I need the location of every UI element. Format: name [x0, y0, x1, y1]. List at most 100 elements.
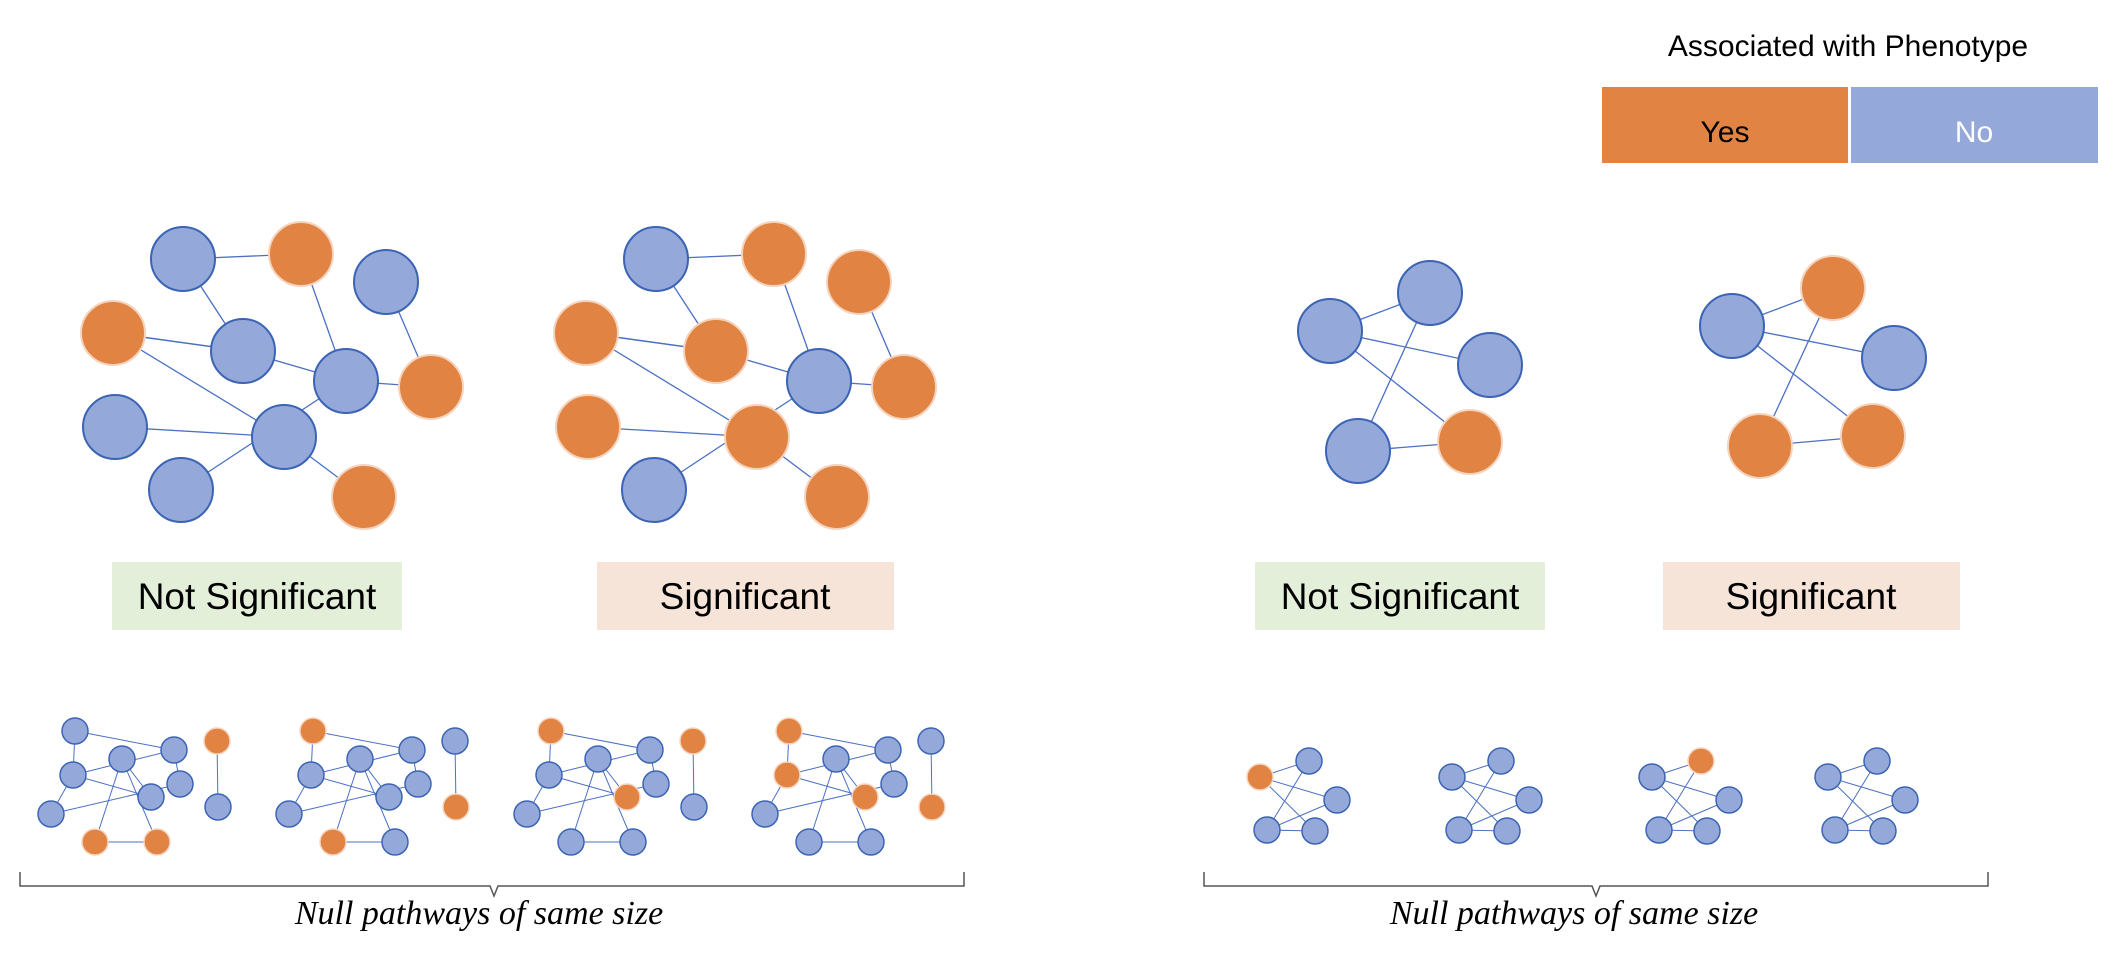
not-significant-box: [112, 562, 402, 630]
bracket-left: [19, 872, 965, 899]
not-associated-node: [880, 770, 908, 798]
associated-node: [918, 793, 946, 821]
not-associated-node: [786, 348, 852, 414]
associated-node: [442, 793, 470, 821]
not-associated-node: [251, 404, 317, 470]
not-associated-node: [535, 761, 563, 789]
significant-text: Significant: [660, 576, 831, 617]
not-associated-node: [1301, 817, 1329, 845]
not-significant-box: [1255, 562, 1545, 630]
legend-yes-swatch: [1602, 87, 1848, 163]
bracket-right: [1203, 872, 1989, 899]
not-associated-node: [1891, 786, 1919, 814]
null-pathways-right: [1246, 747, 1919, 845]
network-right-not-significant: [1297, 260, 1523, 484]
associated-node: [81, 828, 109, 856]
network-edge: [312, 730, 413, 751]
label-left-not-significant: Not Significant: [112, 562, 402, 630]
not-associated-node: [513, 800, 541, 828]
not-associated-node: [1638, 763, 1666, 791]
not-associated-node: [108, 745, 136, 773]
network-right-significant: [1699, 255, 1927, 479]
label-left-significant: Significant: [597, 562, 894, 630]
not-associated-node: [917, 727, 945, 755]
not-associated-node: [398, 736, 426, 764]
significant-box: [1663, 562, 1960, 630]
not-associated-node: [37, 800, 65, 828]
not-associated-node: [751, 800, 779, 828]
not-associated-node: [1325, 418, 1391, 484]
not-associated-node: [795, 828, 823, 856]
associated-node: [80, 300, 146, 366]
not-associated-node: [1863, 747, 1891, 775]
associated-node: [1687, 747, 1715, 775]
associated-node: [773, 761, 801, 789]
associated-node: [871, 354, 937, 420]
associated-node: [724, 404, 790, 470]
not-associated-node: [1861, 325, 1927, 391]
legend-no-label: No: [1955, 116, 1993, 149]
associated-node: [555, 394, 621, 460]
legend: Associated with Phenotype Yes No: [1602, 30, 2098, 163]
not-associated-node: [874, 736, 902, 764]
associated-node: [851, 783, 879, 811]
not-associated-node: [150, 226, 216, 292]
label-right-significant: Significant: [1663, 562, 1960, 630]
not-associated-node: [1323, 786, 1351, 814]
not-associated-node: [1869, 817, 1897, 845]
not-associated-node: [621, 457, 687, 523]
associated-node: [679, 727, 707, 755]
not-associated-node: [1397, 260, 1463, 326]
not-associated-node: [1297, 298, 1363, 364]
not-associated-node: [210, 318, 276, 384]
not-associated-node: [346, 745, 374, 773]
not-significant-text: Not Significant: [138, 576, 377, 617]
not-associated-node: [1493, 817, 1521, 845]
associated-node: [775, 717, 803, 745]
not-associated-node: [1457, 332, 1523, 398]
not-associated-node: [642, 770, 670, 798]
not-associated-node: [857, 828, 885, 856]
network-edge: [788, 730, 889, 751]
not-associated-node: [1253, 816, 1281, 844]
not-associated-node: [375, 783, 403, 811]
significant-box: [597, 562, 894, 630]
not-associated-node: [160, 736, 188, 764]
not-associated-node: [381, 828, 409, 856]
not-associated-node: [1487, 747, 1515, 775]
network-left-significant: [553, 221, 937, 530]
not-associated-node: [313, 348, 379, 414]
not-associated-node: [275, 800, 303, 828]
not-associated-node: [353, 249, 419, 315]
not-associated-node: [1821, 816, 1849, 844]
not-associated-node: [557, 828, 585, 856]
not-significant-text: Not Significant: [1281, 576, 1520, 617]
associated-node: [299, 717, 327, 745]
not-associated-node: [1295, 747, 1323, 775]
not-associated-node: [441, 727, 469, 755]
associated-node: [1437, 409, 1503, 475]
associated-node: [804, 464, 870, 530]
associated-node: [1727, 413, 1793, 479]
not-associated-node: [584, 745, 612, 773]
not-associated-node: [166, 770, 194, 798]
associated-node: [331, 464, 397, 530]
significant-text: Significant: [1726, 576, 1897, 617]
network-left-not-significant: [80, 221, 464, 530]
associated-node: [143, 828, 171, 856]
associated-node: [613, 783, 641, 811]
caption-left: Null pathways of same size: [294, 895, 663, 932]
null-pathways-left: [37, 717, 946, 856]
not-associated-node: [1438, 763, 1466, 791]
not-associated-node: [137, 783, 165, 811]
associated-node: [741, 221, 807, 287]
label-right-not-significant: Not Significant: [1255, 562, 1545, 630]
associated-node: [553, 300, 619, 366]
not-associated-node: [1814, 763, 1842, 791]
not-associated-node: [1645, 816, 1673, 844]
caption-right: Null pathways of same size: [1389, 895, 1758, 932]
not-associated-node: [148, 457, 214, 523]
not-associated-node: [204, 793, 232, 821]
not-associated-node: [623, 226, 689, 292]
not-associated-node: [297, 761, 325, 789]
